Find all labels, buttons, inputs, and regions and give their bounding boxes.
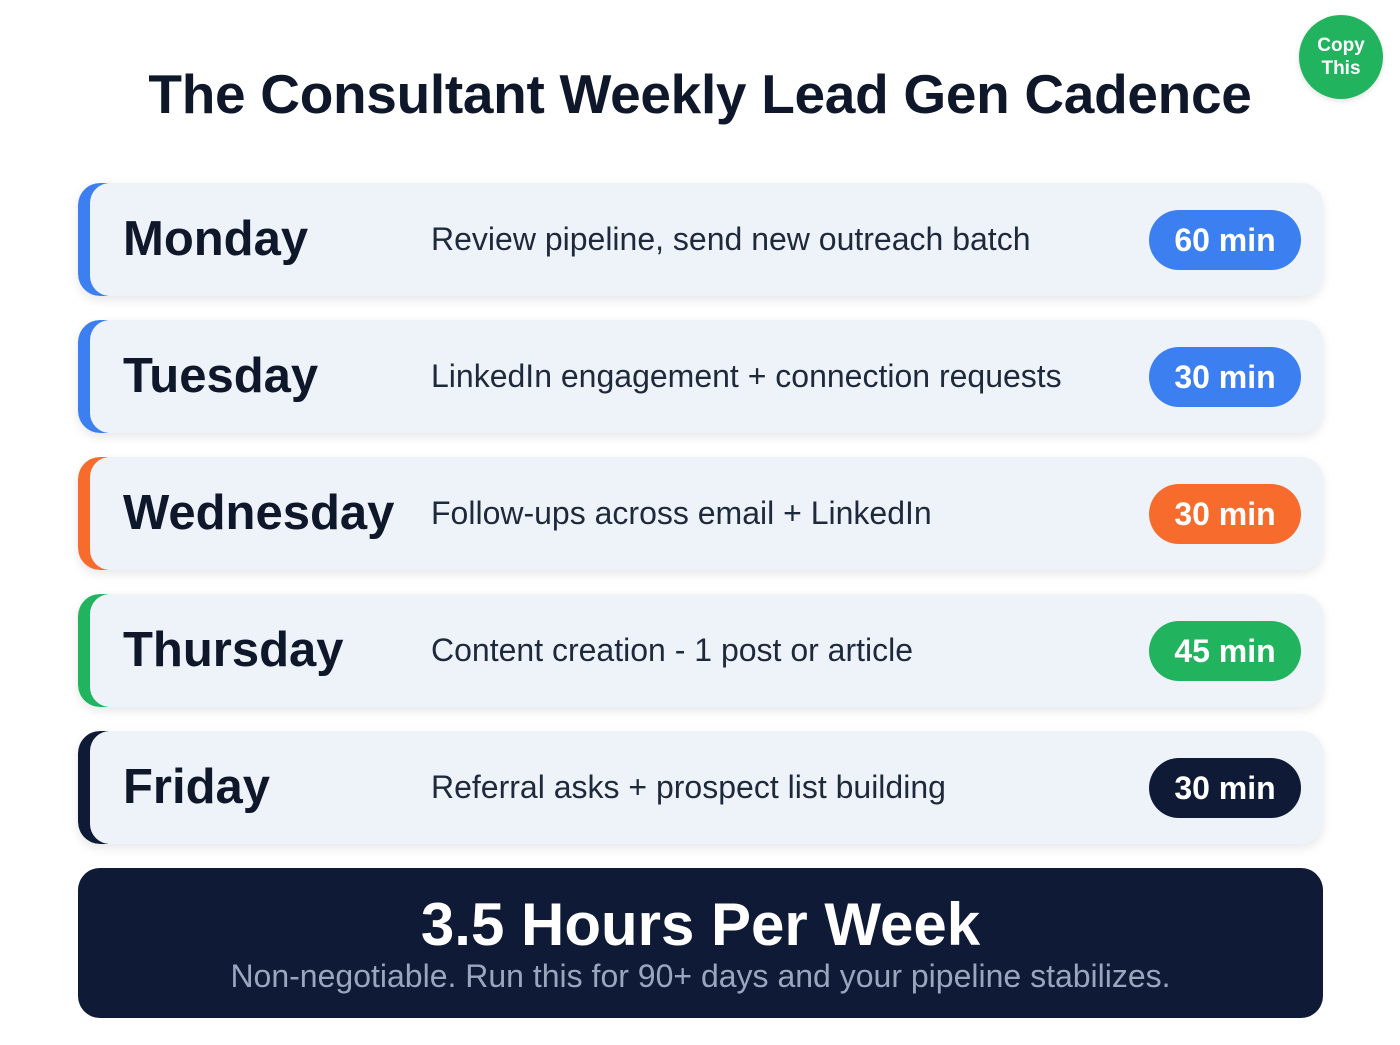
page-title: The Consultant Weekly Lead Gen Cadence — [148, 63, 1252, 125]
copy-badge-line2: This — [1321, 58, 1361, 79]
summary-banner: 3.5 Hours Per Week Non-negotiable. Run t… — [78, 868, 1323, 1018]
schedule-row-friday: Friday Referral asks + prospect list bui… — [78, 731, 1323, 844]
task-description: Content creation - 1 post or article — [431, 632, 914, 668]
duration-badge: 30 min — [1149, 758, 1301, 818]
copy-badge-line1: Copy — [1317, 35, 1365, 56]
duration-badge: 45 min — [1149, 621, 1301, 681]
duration-badge: 30 min — [1149, 347, 1301, 407]
duration-badge: 30 min — [1149, 484, 1301, 544]
summary-headline: 3.5 Hours Per Week — [420, 891, 981, 958]
task-description: Referral asks + prospect list building — [431, 769, 946, 805]
schedule-row-wednesday: Wednesday Follow-ups across email + Link… — [78, 457, 1323, 570]
copy-this-button[interactable]: Copy This — [1299, 15, 1383, 99]
schedule-row-thursday: Thursday Content creation - 1 post or ar… — [78, 594, 1323, 707]
day-label: Friday — [123, 760, 271, 814]
schedule-row-monday: Monday Review pipeline, send new outreac… — [78, 183, 1323, 296]
day-label: Thursday — [123, 623, 344, 677]
day-label: Monday — [123, 212, 309, 266]
task-description: LinkedIn engagement + connection request… — [431, 358, 1062, 394]
task-description: Review pipeline, send new outreach batch — [431, 221, 1031, 257]
schedule-row-tuesday: Tuesday LinkedIn engagement + connection… — [78, 320, 1323, 433]
day-label: Wednesday — [123, 486, 395, 540]
task-description: Follow-ups across email + LinkedIn — [431, 495, 932, 531]
duration-badge: 60 min — [1149, 210, 1301, 270]
schedule-list: Monday Review pipeline, send new outreac… — [78, 183, 1323, 868]
summary-subtext: Non-negotiable. Run this for 90+ days an… — [230, 958, 1171, 994]
day-label: Tuesday — [123, 349, 319, 403]
